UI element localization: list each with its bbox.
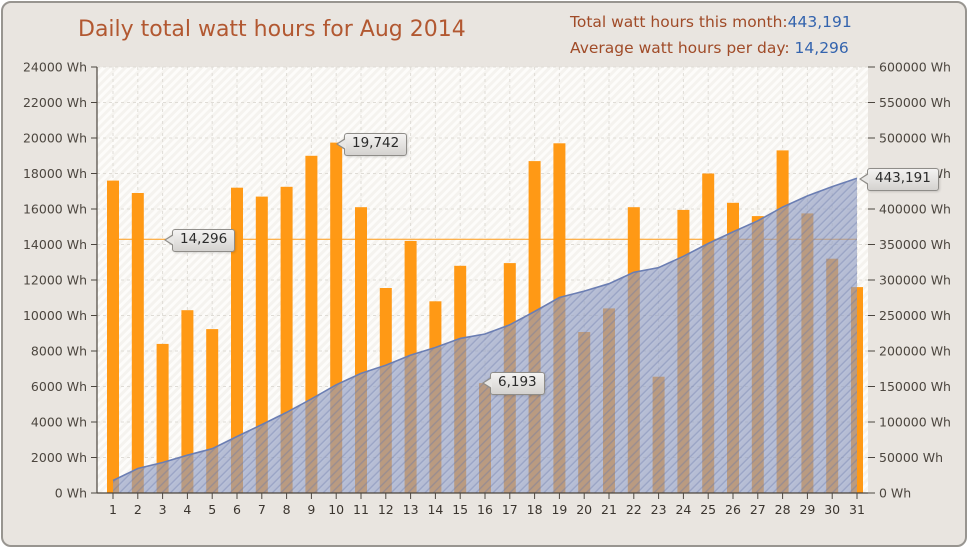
day-label-23: 23	[651, 502, 667, 517]
total-value: 443,191	[787, 13, 852, 31]
cumulative-area	[113, 178, 857, 494]
day-label-9: 9	[307, 502, 315, 517]
day-label-14: 14	[427, 502, 443, 517]
day-label-1: 1	[109, 502, 117, 517]
day-label-22: 22	[626, 502, 642, 517]
left-axis-label: 4000 Wh	[31, 415, 87, 430]
left-axis-label: 6000 Wh	[31, 379, 87, 394]
tooltip-arrow-icon	[336, 138, 346, 150]
left-axis-label: 20000 Wh	[23, 131, 87, 146]
right-axis-label: 0 Wh	[879, 486, 911, 501]
tooltip-cumulative-total: 443,191	[859, 168, 939, 191]
day-label-6: 6	[233, 502, 241, 517]
day-label-19: 19	[551, 502, 567, 517]
tooltip-arrow-icon	[482, 377, 492, 389]
day-label-29: 29	[799, 502, 815, 517]
tooltip-average: 14,296	[164, 229, 236, 252]
left-axis-label: 8000 Wh	[31, 344, 87, 359]
summary-block: Total watt hours this month:443,191 Aver…	[570, 9, 852, 61]
cumulative-line	[112, 177, 858, 482]
average-line: Average watt hours per day: 14,296	[570, 35, 852, 61]
left-axis-label: 22000 Wh	[23, 95, 87, 110]
left-axis-label: 16000 Wh	[23, 202, 87, 217]
tooltip-peak-day10: 19,742	[336, 133, 408, 156]
day-label-18: 18	[527, 502, 543, 517]
average-label: Average watt hours per day:	[570, 39, 795, 57]
right-axis-label: 300000 Wh	[879, 273, 951, 288]
left-axis-label: 12000 Wh	[23, 273, 87, 288]
day-label-15: 15	[452, 502, 468, 517]
left-axis-label: 18000 Wh	[23, 166, 87, 181]
tooltip-total-text: 443,191	[875, 170, 931, 186]
right-axis-label: 250000 Wh	[879, 308, 951, 323]
tooltip-low-day16: 6,193	[482, 372, 545, 395]
left-axis-label: 0 Wh	[55, 486, 87, 501]
total-line: Total watt hours this month:443,191	[570, 9, 852, 35]
day-label-16: 16	[477, 502, 493, 517]
average-value: 14,296	[794, 39, 849, 57]
right-axis-label: 400000 Wh	[879, 202, 951, 217]
right-axis-label: 550000 Wh	[879, 95, 951, 110]
left-axis-label: 24000 Wh	[23, 60, 87, 75]
tooltip-peak-text: 19,742	[352, 135, 400, 151]
day-label-25: 25	[700, 502, 716, 517]
right-axis-label: 600000 Wh	[879, 60, 951, 75]
day-label-4: 4	[183, 502, 191, 517]
day-label-2: 2	[134, 502, 142, 517]
day-label-28: 28	[775, 502, 791, 517]
day-label-27: 27	[750, 502, 766, 517]
day-label-31: 31	[849, 502, 865, 517]
page-title: Daily total watt hours for Aug 2014	[78, 17, 466, 42]
day-label-17: 17	[502, 502, 518, 517]
day-label-3: 3	[159, 502, 167, 517]
tooltip-arrow-icon	[859, 173, 869, 185]
day-label-10: 10	[328, 502, 344, 517]
day-label-24: 24	[675, 502, 691, 517]
tooltip-average-text: 14,296	[180, 231, 228, 247]
day-label-12: 12	[378, 502, 394, 517]
day-label-7: 7	[258, 502, 266, 517]
day-label-5: 5	[208, 502, 216, 517]
day-label-13: 13	[403, 502, 419, 517]
right-axis-label: 50000 Wh	[879, 450, 943, 465]
day-label-26: 26	[725, 502, 741, 517]
day-label-11: 11	[353, 502, 369, 517]
day-label-8: 8	[283, 502, 291, 517]
right-axis-label: 500000 Wh	[879, 131, 951, 146]
day-label-21: 21	[601, 502, 617, 517]
right-axis-label: 350000 Wh	[879, 237, 951, 252]
right-axis-label: 100000 Wh	[879, 415, 951, 430]
bar-day-1	[107, 180, 119, 493]
bar-day-2	[131, 193, 144, 493]
tooltip-low-text: 6,193	[498, 374, 537, 390]
bar-day-3	[156, 343, 169, 493]
tooltip-arrow-icon	[164, 234, 174, 246]
bar-day-7	[255, 196, 268, 493]
right-axis-label: 200000 Wh	[879, 344, 951, 359]
left-axis-label: 10000 Wh	[23, 308, 87, 323]
day-label-30: 30	[824, 502, 840, 517]
bar-day-6	[231, 187, 243, 493]
left-axis-label: 14000 Wh	[23, 237, 87, 252]
left-axis-label: 2000 Wh	[31, 450, 87, 465]
total-label: Total watt hours this month:	[570, 13, 788, 31]
bar-day-4	[181, 310, 194, 493]
right-axis-label: 150000 Wh	[879, 379, 951, 394]
day-label-20: 20	[576, 502, 592, 517]
